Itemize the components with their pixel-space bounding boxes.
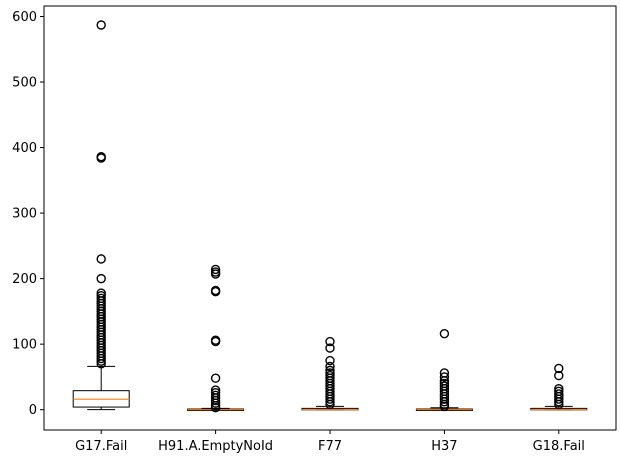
outlier-point (325, 394, 335, 404)
outlier-point (210, 264, 221, 275)
outlier-point (325, 343, 335, 353)
box-g17-fail (72, 20, 130, 411)
outlier-point (439, 394, 450, 404)
outlier-point (325, 399, 335, 410)
y-tick-label: 600 (12, 10, 37, 25)
x-tick-label: H91.A.EmptyNoId (158, 439, 273, 454)
outlier-point (210, 398, 221, 408)
x-tick-label: G17.Fail (75, 439, 127, 454)
x-tick-label: F77 (318, 439, 342, 454)
outlier-point (554, 397, 564, 407)
outlier-point (325, 355, 335, 366)
outlier-point (325, 361, 335, 372)
outlier-point (439, 401, 450, 412)
x-tick-label: H37 (431, 439, 457, 454)
outlier-point (96, 153, 106, 163)
outlier-point (439, 328, 450, 339)
outlier-point (554, 394, 564, 404)
outlier-point (554, 370, 564, 381)
outlier-point (554, 399, 564, 410)
y-tick-label: 200 (12, 272, 37, 287)
box-f77 (301, 336, 359, 411)
outlier-point (554, 363, 564, 374)
y-tick-label: 0 (29, 403, 37, 418)
box-series (72, 20, 588, 413)
outlier-point (439, 397, 450, 407)
outlier-point (96, 359, 106, 369)
x-tick-label: G18.Fail (533, 439, 585, 454)
outlier-point (96, 273, 106, 284)
outlier-point (96, 254, 106, 264)
box-h91-a-emptynoid (187, 264, 245, 413)
outlier-point (96, 356, 106, 366)
outlier-point (325, 397, 335, 407)
outlier-point (96, 20, 106, 30)
outlier-point (210, 395, 221, 406)
plot-area (43, 5, 617, 431)
y-tick-label: 100 (12, 338, 37, 353)
outlier-point (325, 336, 335, 347)
box-g18-fail (530, 363, 588, 411)
outlier-point (210, 287, 221, 297)
y-tick-label: 300 (12, 207, 37, 222)
y-tick-label: 500 (12, 76, 37, 91)
x-axis: G17.Fail H91.A.EmptyNoId F77 H37 G18.Fail (75, 430, 585, 454)
outlier-point (210, 336, 221, 347)
outlier-point (439, 372, 450, 382)
y-axis: 0 100 200 300 400 500 600 (12, 10, 44, 418)
outlier-point (210, 269, 221, 279)
box-h37 (415, 328, 473, 412)
outlier-point (210, 403, 221, 413)
y-tick-label: 400 (12, 141, 37, 156)
outlier-point (96, 353, 106, 364)
outlier-point (210, 373, 221, 383)
